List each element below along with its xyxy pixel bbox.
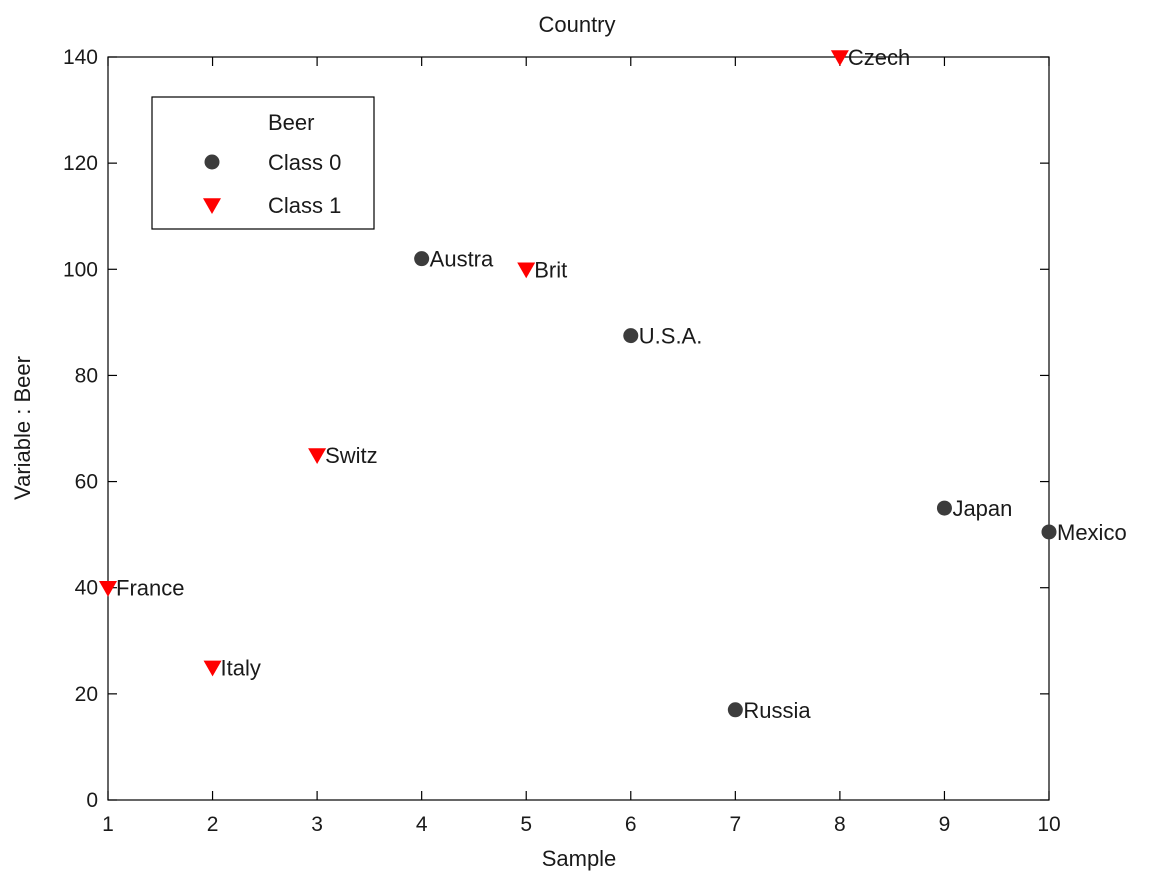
x-tick-label: 9 <box>939 813 951 836</box>
x-axis-title: Sample <box>542 846 617 871</box>
data-point <box>727 702 743 718</box>
data-point <box>414 251 430 267</box>
y-tick-label: 80 <box>75 364 98 387</box>
x-tick-label: 7 <box>729 813 741 836</box>
point-label: Brit <box>534 257 567 282</box>
x-tick-label: 10 <box>1037 813 1060 836</box>
data-point <box>830 50 849 66</box>
legend-entry-label: Class 0 <box>268 150 341 175</box>
x-tick-label: 3 <box>311 813 323 836</box>
data-point <box>936 500 952 516</box>
chart-title: Country <box>538 12 615 37</box>
y-tick-label: 0 <box>86 789 98 812</box>
point-label: Czech <box>848 45 910 70</box>
y-tick-label: 40 <box>75 577 98 600</box>
y-tick-label: 60 <box>75 471 98 494</box>
point-label: France <box>116 576 184 601</box>
legend-entries: Class 0 Class 1 <box>203 150 341 218</box>
x-tick-label: 1 <box>102 813 114 836</box>
y-axis-title: Variable : Beer <box>10 356 35 500</box>
legend-marker <box>203 198 221 214</box>
x-tick-label: 8 <box>834 813 846 836</box>
data-point <box>308 448 327 465</box>
data-point <box>203 660 222 677</box>
point-label: U.S.A. <box>639 324 703 349</box>
legend-box <box>151 96 375 230</box>
legend-entry-label: Class 1 <box>268 193 341 218</box>
legend: Beer Class 0 Class 1 <box>151 96 375 230</box>
data-point <box>623 328 639 344</box>
x-tick-label: 4 <box>416 813 428 836</box>
point-label: Japan <box>952 496 1012 521</box>
legend-marker <box>204 154 220 170</box>
y-tick-label: 140 <box>63 46 98 69</box>
x-tick-label: 6 <box>625 813 637 836</box>
data-points: Austra U.S.A. Russia Japan Mexico France Italy… <box>99 45 1127 723</box>
data-point <box>1041 524 1057 540</box>
point-label: Mexico <box>1057 520 1127 545</box>
x-tick-label: 2 <box>207 813 219 836</box>
legend-title: Beer <box>268 110 314 135</box>
point-label: Russia <box>743 698 811 723</box>
x-tick-label: 5 <box>520 813 532 836</box>
data-point <box>517 262 536 279</box>
data-point <box>99 580 117 597</box>
point-label: Italy <box>221 655 261 680</box>
y-tick-label: 20 <box>75 683 98 706</box>
y-tick-label: 120 <box>63 152 98 175</box>
y-tick-label: 100 <box>63 258 98 281</box>
plot-area-frame <box>107 56 1050 801</box>
point-label: Switz <box>325 443 378 468</box>
point-label: Austra <box>430 247 494 272</box>
